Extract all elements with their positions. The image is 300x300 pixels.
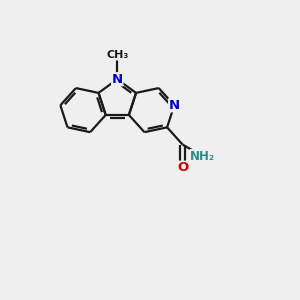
Text: O: O xyxy=(177,161,188,174)
Text: N: N xyxy=(169,99,180,112)
Text: NH₂: NH₂ xyxy=(190,150,215,163)
Text: CH₃: CH₃ xyxy=(106,50,128,60)
Text: N: N xyxy=(112,73,123,86)
